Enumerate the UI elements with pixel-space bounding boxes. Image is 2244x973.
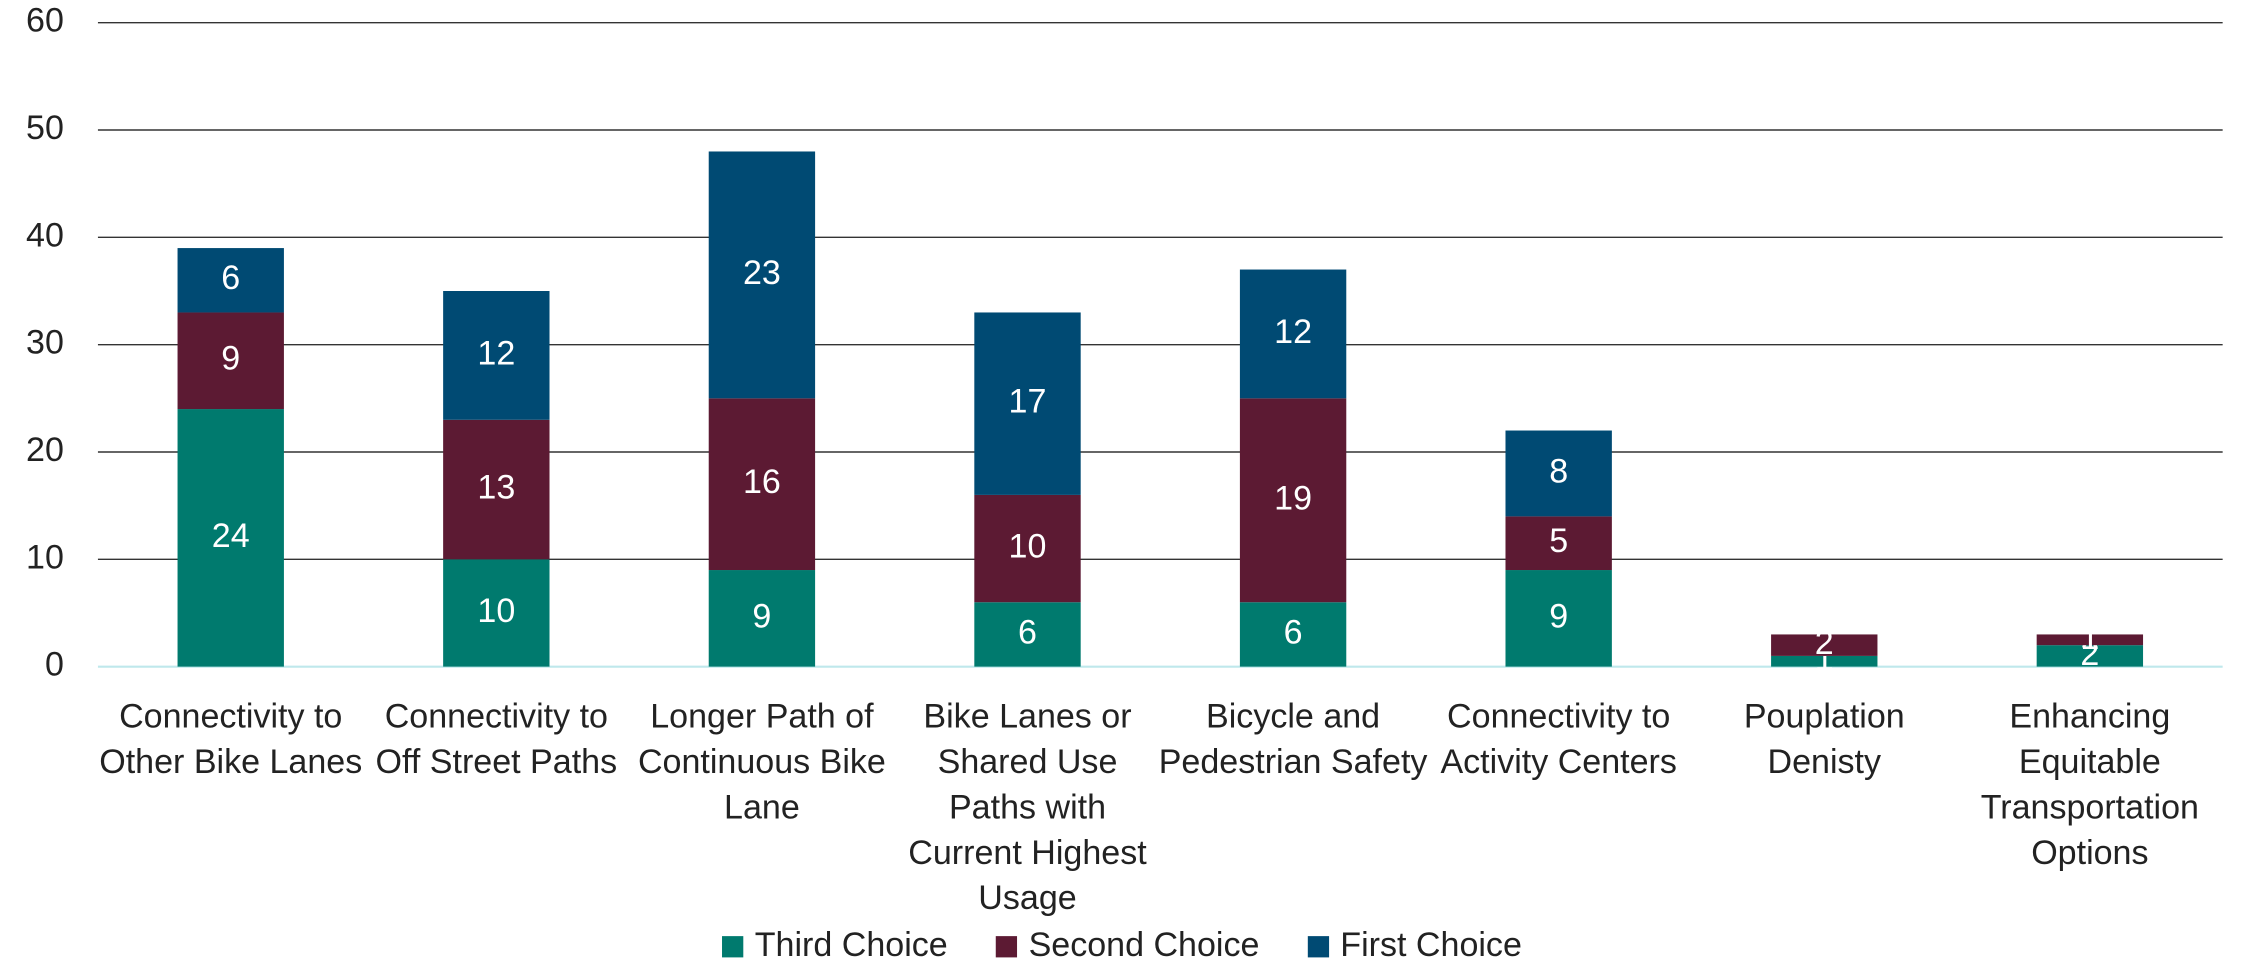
data-label: 10 (477, 592, 515, 630)
bar-segment (177, 312, 284, 410)
bar-segment (1771, 634, 1878, 656)
bar-segment (177, 248, 284, 313)
legend-swatch (722, 935, 744, 957)
data-label: 23 (743, 254, 781, 292)
bar-segment (1505, 570, 1612, 667)
data-label: 12 (1274, 313, 1312, 351)
x-tick-label: Pouplation Denisty (1743, 697, 1905, 782)
data-label: 19 (1274, 479, 1312, 517)
x-tick-label-box: Connectivity to Other Bike Lanes (99, 697, 363, 782)
legend-swatch (995, 935, 1018, 957)
data-label: 1 (2080, 619, 2099, 657)
x-tick-label-box: Bike Lanes or Shared Use Paths with Curr… (908, 697, 1147, 918)
bar-segment (974, 494, 1081, 603)
bar-segment (443, 419, 550, 560)
data-label: 8 (1549, 452, 1568, 490)
y-tick-label: 0 (45, 646, 64, 684)
bar-segment (1239, 398, 1347, 603)
data-label: 9 (752, 597, 771, 635)
data-label: 9 (221, 340, 240, 378)
x-tick-label-box: Connectivity to Off Street Paths (375, 697, 618, 782)
data-label: 24 (212, 517, 250, 555)
data-label: 13 (477, 469, 515, 507)
x-tick-label-box: Longer Path of Continuous Bike Lane (637, 697, 886, 827)
legend-item: Third Choice (722, 926, 948, 966)
y-tick-label: 40 (26, 216, 64, 254)
x-tick-label: Connectivity to Off Street Paths (375, 697, 618, 782)
bar-segment (1239, 602, 1347, 667)
bar-segment (443, 291, 550, 420)
data-label: 16 (743, 463, 781, 501)
bar-segment (708, 570, 816, 667)
y-tick-label: 50 (26, 109, 64, 147)
data-label: 10 (1009, 528, 1047, 566)
legend-label: Second Choice (1028, 926, 1260, 965)
bar-segment (2036, 634, 2144, 646)
data-label: 6 (1284, 613, 1303, 651)
bar-segment (1239, 269, 1347, 399)
bar-segment (1771, 655, 1878, 667)
bar-segment (708, 398, 816, 571)
data-label: 2 (1815, 624, 1834, 662)
data-label: 5 (1549, 522, 1568, 560)
legend-label: First Choice (1340, 926, 1522, 965)
legend-item: Second Choice (995, 926, 1260, 966)
bar-segment (1505, 516, 1612, 571)
legend-box: Third Choice Second Choice First Choice (10, 922, 2234, 970)
x-tick-label: Longer Path of Continuous Bike Lane (637, 697, 886, 827)
x-tick-label-box: Enhancing Equitable Transportation Optio… (1980, 697, 2199, 873)
data-label: 9 (1549, 597, 1568, 635)
data-label: 12 (477, 334, 515, 372)
y-tick-label: 10 (26, 538, 64, 576)
legend: Third Choice Second Choice First Choice (10, 922, 2234, 970)
x-tick-label: Enhancing Equitable Transportation Optio… (1980, 697, 2199, 873)
y-tick-label: 30 (26, 324, 64, 362)
data-label: 6 (221, 259, 240, 297)
bar-segment (708, 151, 816, 399)
bar-segment (1505, 430, 1612, 517)
bar-segment (974, 602, 1081, 667)
x-tick-label: Bicycle and Pedestrian Safety (1158, 697, 1428, 782)
data-label: 17 (1009, 383, 1047, 421)
x-tick-label: Connectivity to Other Bike Lanes (99, 697, 363, 782)
y-tick-label: 20 (26, 431, 64, 469)
data-label: 6 (1018, 613, 1037, 651)
legend-item: First Choice (1307, 926, 1522, 966)
legend-label: Third Choice (754, 926, 948, 965)
x-tick-label: Bike Lanes or Shared Use Paths with Curr… (908, 697, 1147, 918)
y-tick-label: 60 (26, 2, 64, 40)
bar-segment (443, 559, 550, 667)
x-tick-label-box: Pouplation Denisty (1743, 697, 1905, 782)
x-tick-label: Connectivity to Activity Centers (1440, 697, 1677, 782)
x-tick-label-box: Bicycle and Pedestrian Safety (1158, 697, 1428, 782)
x-tick-label-box: Connectivity to Activity Centers (1440, 697, 1677, 782)
legend-swatch (1307, 935, 1329, 957)
bar-segment (2036, 645, 2144, 667)
bar-segment (974, 312, 1081, 495)
bar-segment (177, 409, 284, 667)
